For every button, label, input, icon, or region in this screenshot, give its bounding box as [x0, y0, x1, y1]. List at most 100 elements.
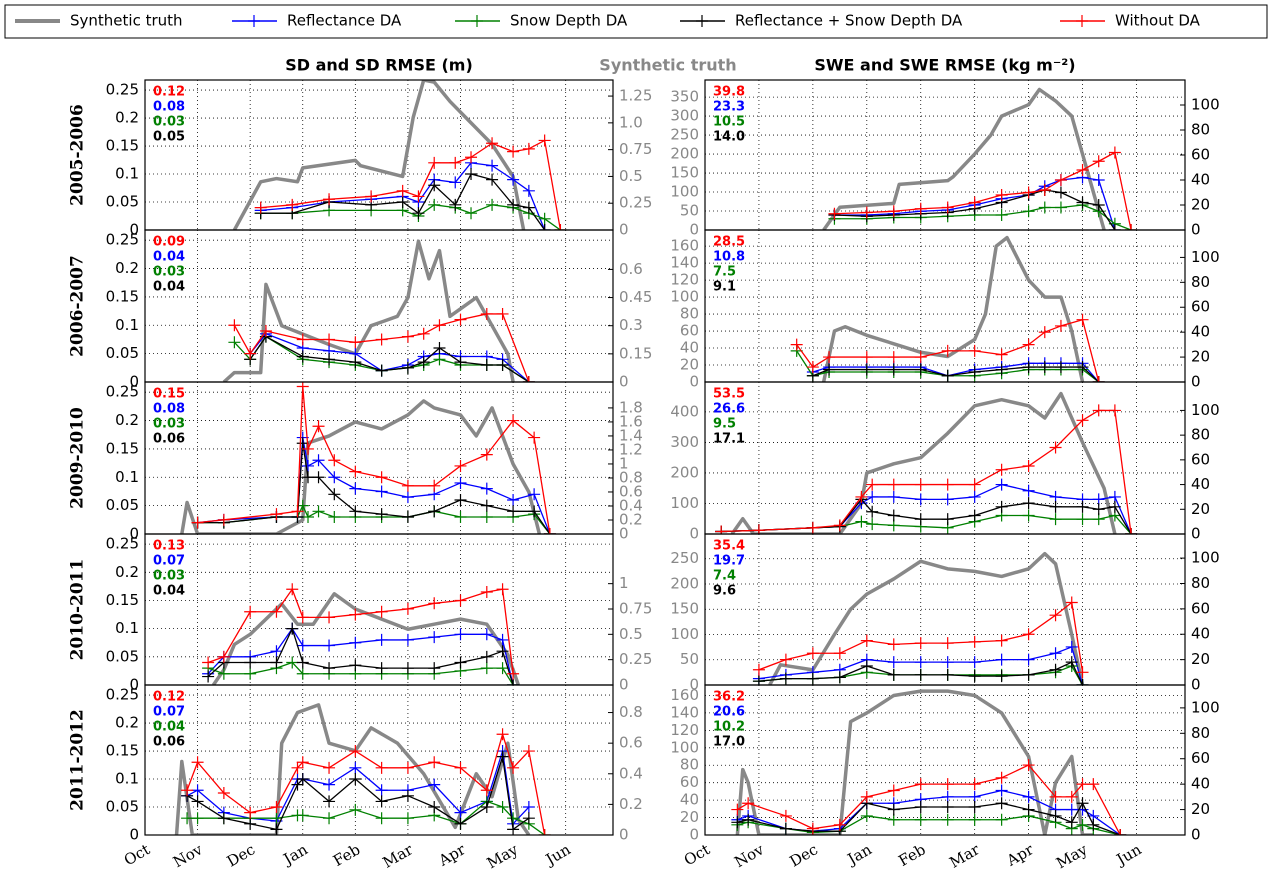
point-marker [496, 645, 509, 658]
y2-tick-label: 0.3 [619, 316, 643, 334]
y2-tick-label: 0.75 [619, 599, 652, 617]
y2-tick-label: 0.5 [619, 167, 643, 185]
point-marker [1087, 778, 1100, 791]
y-tick-label: 0 [689, 826, 699, 844]
y-tick-label: 150 [670, 600, 699, 618]
rmse-annotation: 0.04 [153, 584, 185, 599]
point-marker [941, 790, 954, 803]
point-marker [995, 670, 1008, 683]
point-marker [217, 667, 230, 680]
truth-line [768, 551, 1085, 685]
point-marker [454, 628, 467, 641]
point-marker [291, 761, 304, 774]
x-tick-label: Jun [541, 840, 574, 869]
y-tick-label: 0 [689, 221, 699, 239]
point-marker [1049, 609, 1062, 622]
legend-label: Synthetic truth [70, 12, 183, 30]
y-tick-label: 0.2 [115, 259, 139, 277]
point-marker [1038, 201, 1051, 214]
point-marker [1038, 184, 1051, 196]
series-line [260, 204, 561, 230]
panel-title: SWE and SWE RMSE (kg m⁻²) [814, 56, 1075, 75]
y2-tick-label: 0.8 [619, 703, 643, 721]
y-tick-label: 0.15 [106, 287, 139, 305]
point-marker [1108, 146, 1121, 159]
point-marker [270, 508, 283, 521]
point-marker [1054, 201, 1067, 214]
y2-tick-label: 80 [1191, 574, 1210, 592]
point-marker [375, 364, 388, 377]
point-marker [1022, 205, 1035, 218]
point-marker [806, 822, 819, 835]
point-marker [312, 505, 325, 518]
point-marker [914, 656, 927, 669]
x-tick-label: Apr [435, 840, 469, 870]
y2-tick-label: 60 [1191, 450, 1210, 468]
rmse-annotation: 0.06 [153, 432, 185, 447]
panel-title: SD and SD RMSE (m) [285, 56, 473, 75]
point-marker [323, 795, 336, 808]
y2-tick-label: 20 [1191, 800, 1210, 818]
y-tick-label: 0.15 [106, 591, 139, 609]
point-marker [433, 353, 446, 366]
x-tick-label: Dec [786, 840, 820, 870]
point-marker [833, 647, 846, 660]
point-marker [538, 134, 551, 147]
point-marker [887, 363, 900, 376]
y-tick-label: 0.05 [106, 647, 139, 665]
point-marker [1038, 326, 1051, 339]
y-tick-label: 0 [129, 221, 139, 239]
point-marker [543, 528, 556, 534]
point-marker [454, 313, 467, 326]
point-marker [522, 376, 535, 382]
point-marker [833, 519, 846, 532]
point-marker [428, 778, 441, 791]
y2-tick-label: 1.4 [619, 426, 643, 444]
point-marker [528, 505, 541, 518]
point-marker [806, 672, 819, 685]
point-marker [995, 813, 1008, 826]
y2-tick-label: 60 [1191, 749, 1210, 767]
point-marker [480, 358, 493, 371]
y2-tick-label: 80 [1191, 273, 1210, 291]
point-marker [779, 809, 792, 822]
point-marker [833, 818, 846, 831]
point-marker [1092, 199, 1105, 211]
point-marker [496, 662, 509, 675]
x-tick-label: May [484, 840, 522, 872]
point-marker [270, 656, 283, 669]
point-marker [806, 647, 819, 660]
point-marker [270, 801, 283, 814]
point-marker [291, 505, 304, 518]
point-marker [860, 659, 873, 672]
point-marker [752, 524, 765, 534]
point-marker [291, 778, 304, 791]
point-marker [1049, 663, 1062, 676]
point-marker [401, 330, 414, 343]
y-tick-label: 100 [670, 494, 699, 512]
point-marker [887, 813, 900, 826]
point-marker [449, 176, 462, 189]
y2-tick-label: 0.5 [619, 625, 643, 643]
y2-tick-label: 0.25 [619, 194, 652, 212]
y-tick-label: 40 [680, 791, 699, 809]
point-marker [217, 812, 230, 825]
point-marker [731, 803, 744, 816]
y-tick-label: 140 [670, 703, 699, 721]
point-marker [465, 151, 478, 164]
point-marker [507, 414, 520, 427]
point-marker [401, 491, 414, 504]
point-marker [428, 597, 441, 610]
point-marker [1076, 313, 1089, 326]
point-marker [507, 667, 520, 680]
plot-frame [704, 684, 1186, 836]
point-marker [968, 509, 981, 522]
y-tick-label: 0.15 [106, 742, 139, 760]
series-line [721, 409, 1132, 534]
point-marker [1022, 460, 1035, 473]
y2-tick-label: 0.6 [619, 482, 643, 500]
point-marker [191, 784, 204, 797]
point-marker [480, 586, 493, 599]
point-marker [496, 801, 509, 814]
